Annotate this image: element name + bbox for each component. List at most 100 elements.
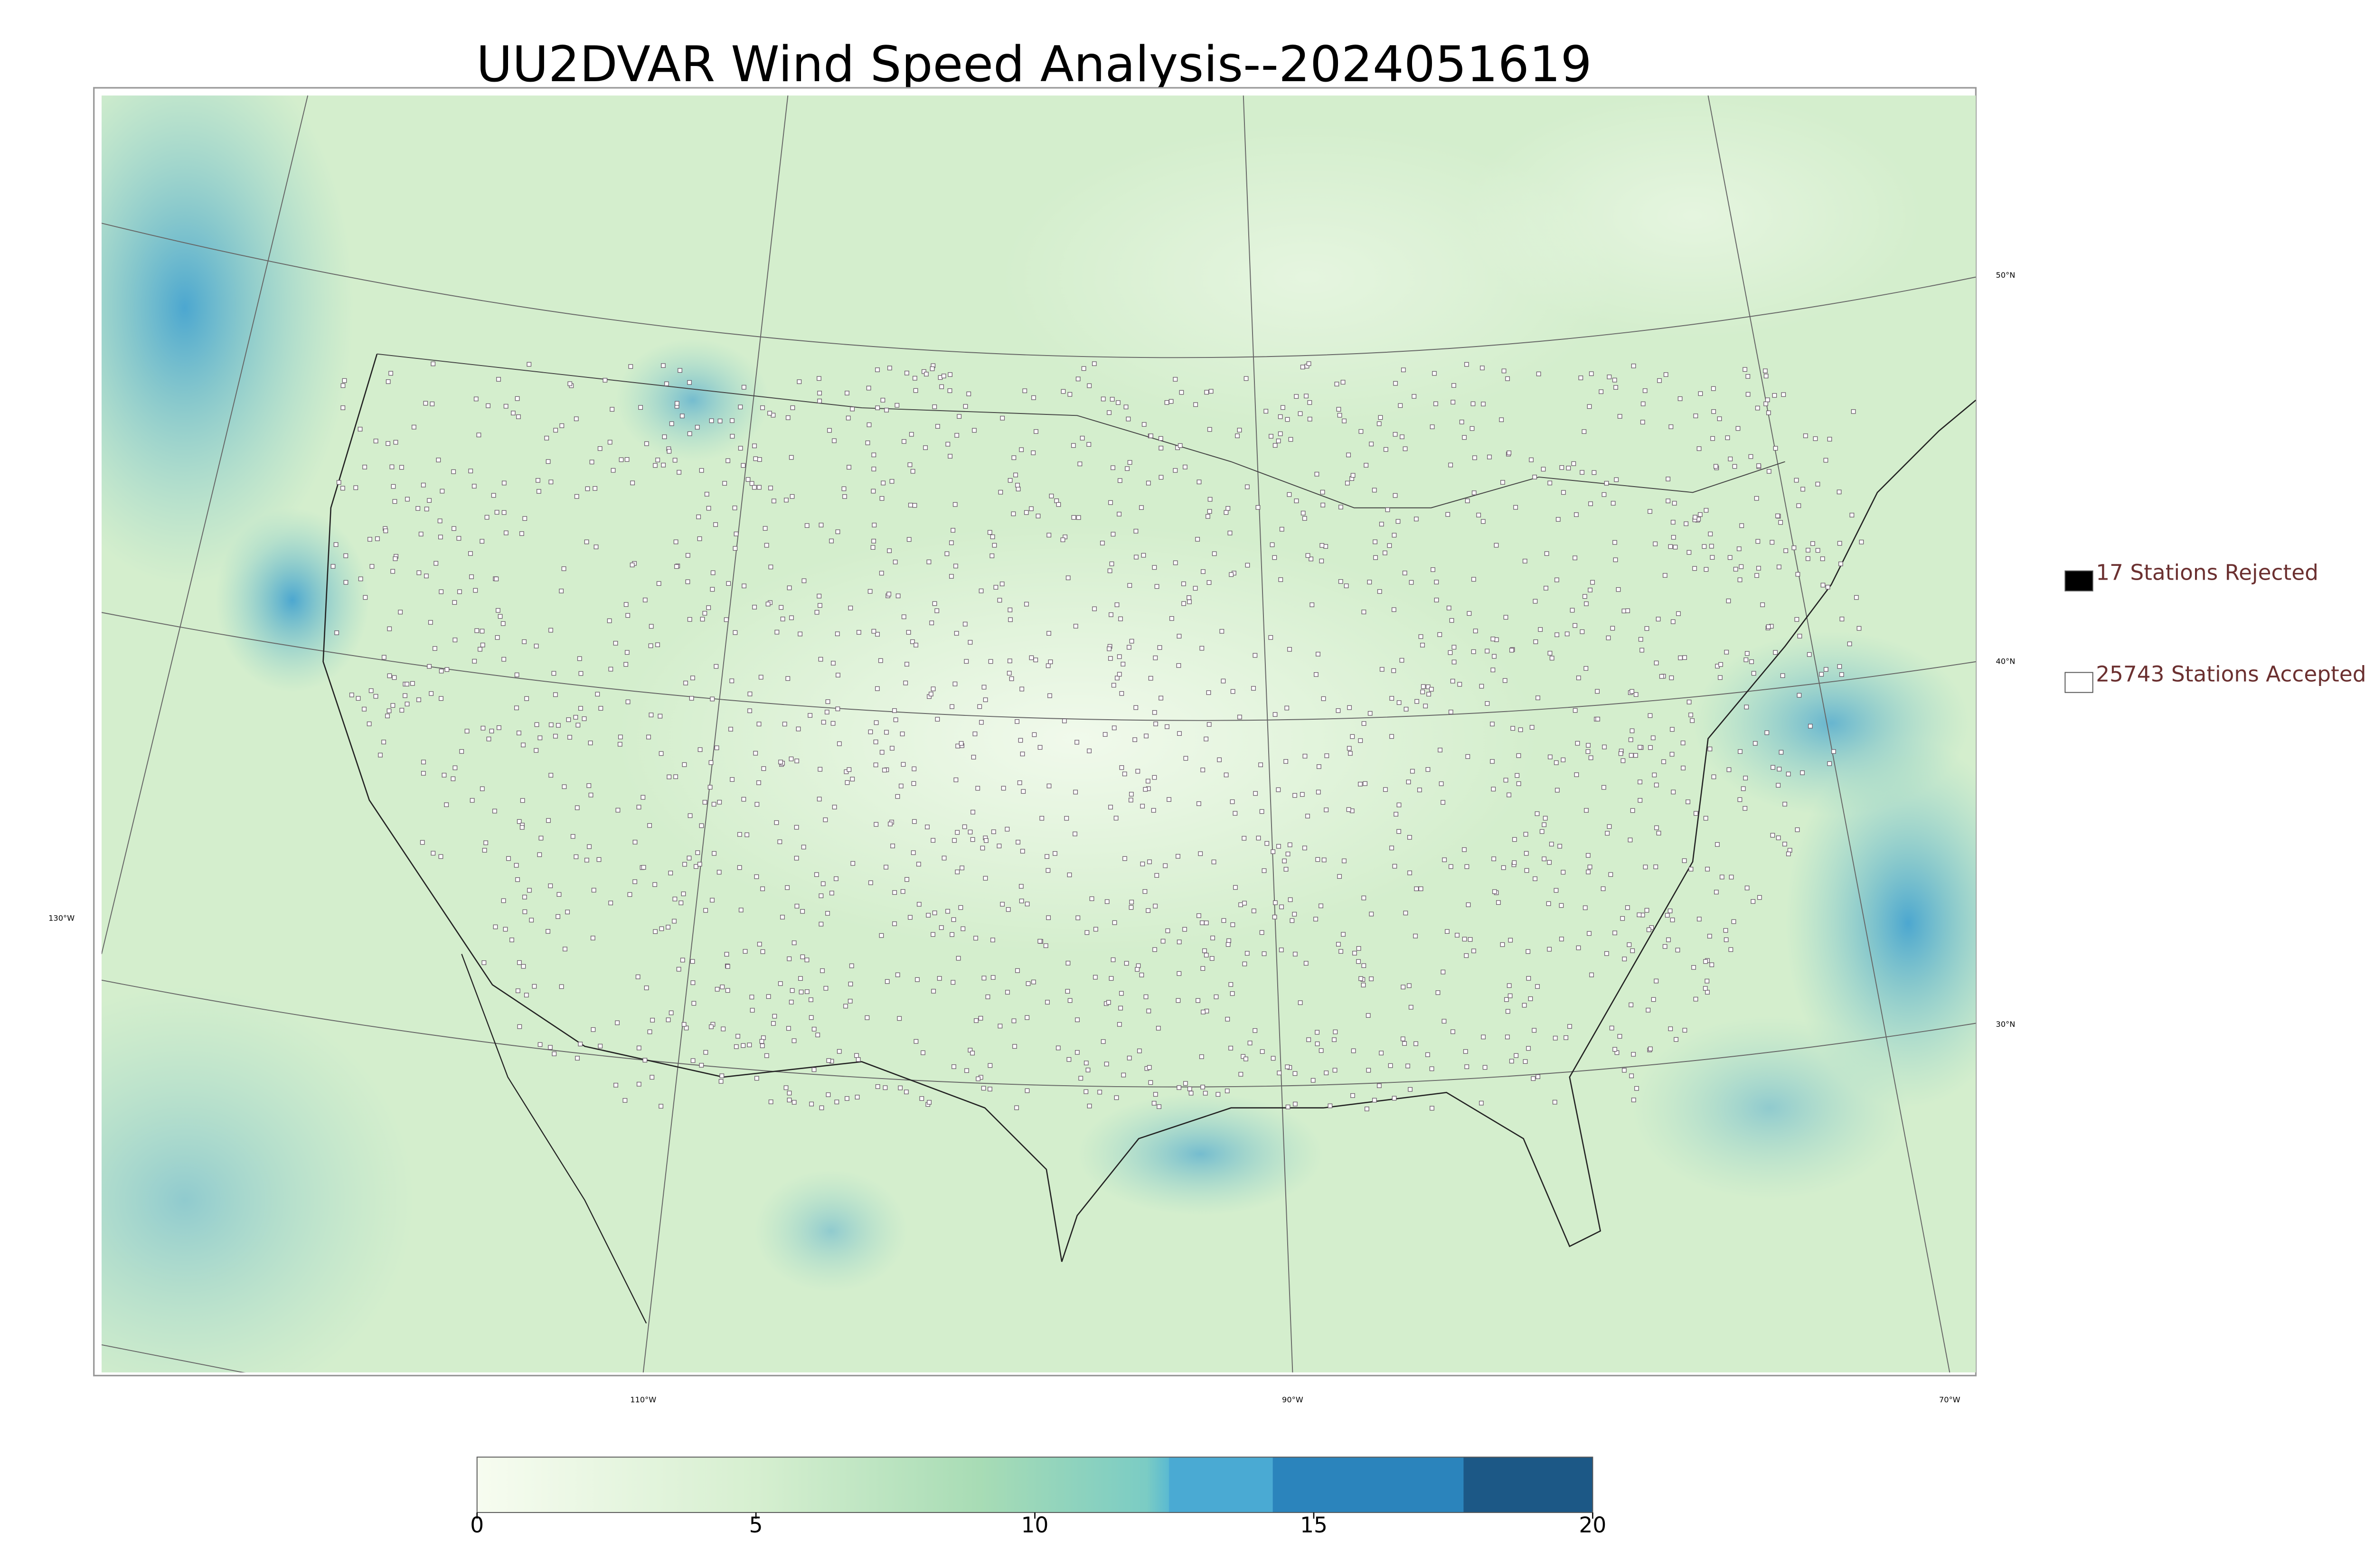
station — [1031, 450, 1036, 455]
station — [983, 876, 988, 881]
station — [1199, 646, 1205, 651]
station — [1135, 967, 1140, 972]
station — [1656, 617, 1661, 621]
station — [1101, 396, 1106, 402]
station — [452, 526, 456, 531]
station — [1617, 1034, 1622, 1039]
station — [1358, 781, 1363, 787]
station — [625, 699, 631, 704]
station — [1538, 627, 1543, 632]
station — [1467, 611, 1472, 616]
station — [966, 391, 971, 396]
station — [1067, 392, 1073, 397]
station — [1062, 718, 1067, 723]
station — [955, 869, 960, 874]
station — [1554, 888, 1559, 893]
station — [1396, 829, 1401, 834]
station — [1602, 744, 1607, 750]
station — [1212, 551, 1217, 556]
station — [534, 644, 539, 648]
station — [1154, 584, 1159, 589]
station — [893, 559, 898, 564]
station — [730, 434, 735, 439]
station — [913, 376, 917, 381]
station — [1630, 808, 1635, 813]
station — [1366, 1068, 1371, 1073]
station — [647, 1029, 652, 1034]
station — [1693, 811, 1698, 816]
station — [759, 1039, 764, 1044]
station — [981, 1086, 986, 1091]
station — [1087, 1103, 1092, 1108]
station — [686, 553, 690, 558]
station — [1710, 555, 1715, 560]
station — [1285, 1064, 1290, 1070]
station — [1379, 667, 1385, 672]
station — [668, 871, 673, 875]
station — [336, 480, 341, 485]
station — [904, 370, 909, 376]
station — [1666, 937, 1671, 942]
station — [424, 507, 429, 512]
station — [1014, 1105, 1019, 1110]
station — [1116, 400, 1121, 405]
station — [831, 661, 836, 666]
station — [779, 605, 784, 610]
station — [1805, 556, 1810, 561]
station — [1425, 767, 1431, 772]
station — [641, 865, 646, 870]
station — [1272, 443, 1278, 448]
station — [1011, 511, 1016, 516]
station — [1505, 376, 1510, 381]
station — [1187, 1086, 1192, 1091]
station — [1737, 577, 1743, 582]
station — [1839, 617, 1845, 621]
station — [1613, 557, 1618, 563]
station — [719, 1073, 725, 1079]
station — [1080, 436, 1085, 441]
station — [1043, 943, 1048, 948]
station — [1692, 566, 1697, 571]
station — [1310, 1078, 1316, 1083]
station — [1177, 634, 1182, 638]
station — [1567, 1024, 1572, 1029]
station — [789, 1000, 794, 1005]
station — [1392, 1096, 1397, 1101]
station — [987, 530, 992, 535]
station — [1462, 435, 1467, 440]
station — [1358, 738, 1363, 743]
station — [959, 741, 964, 746]
station — [1508, 938, 1513, 943]
station — [944, 551, 950, 556]
station — [1604, 951, 1609, 956]
station — [1304, 394, 1309, 399]
station — [1743, 776, 1748, 780]
station — [398, 610, 403, 615]
station — [1262, 951, 1267, 956]
station — [1429, 687, 1434, 692]
station — [787, 1090, 792, 1096]
station — [818, 767, 823, 772]
station — [1177, 971, 1182, 976]
station — [1279, 904, 1284, 910]
station — [717, 799, 722, 805]
station — [1481, 1034, 1486, 1040]
legend-label: 17 Stations Rejected — [2096, 560, 2318, 585]
station — [678, 900, 684, 905]
station — [1472, 455, 1477, 460]
station — [1140, 862, 1145, 866]
station — [1258, 762, 1263, 767]
station — [1008, 478, 1013, 483]
station — [607, 440, 612, 445]
station — [1535, 811, 1540, 816]
station — [712, 851, 716, 856]
station — [1022, 388, 1027, 394]
station — [845, 391, 849, 395]
station — [1703, 959, 1708, 964]
station — [818, 657, 823, 662]
colorbar-tick-label: 5 — [749, 1512, 763, 1538]
station — [1118, 1005, 1123, 1011]
station — [1005, 990, 1010, 995]
station — [1196, 479, 1202, 485]
